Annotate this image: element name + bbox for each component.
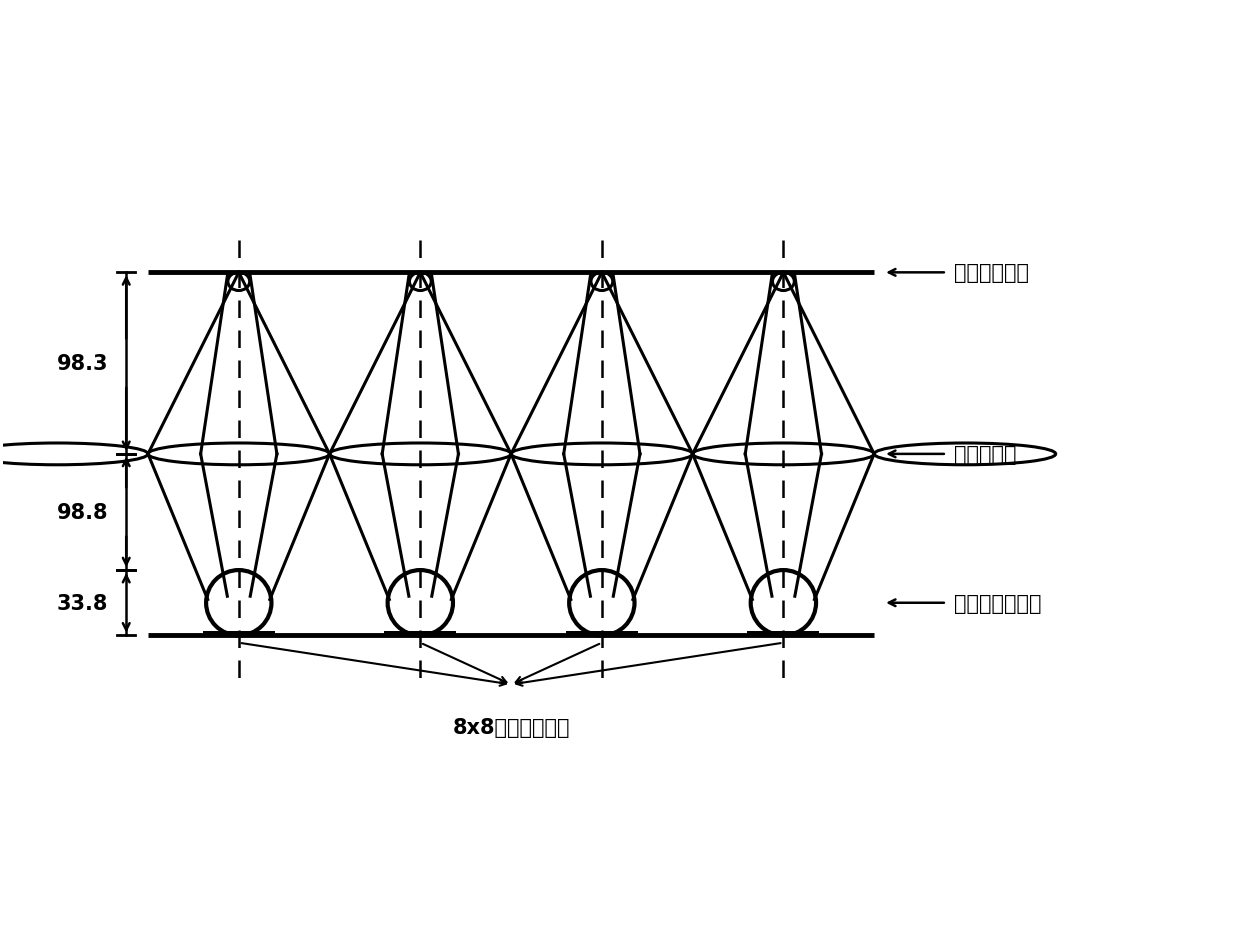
- Bar: [565, 631, 637, 636]
- Text: 望远镜焦平面: 望远镜焦平面: [954, 263, 1029, 283]
- Bar: [203, 631, 275, 636]
- Bar: [384, 631, 456, 636]
- Text: 98.8: 98.8: [57, 503, 108, 522]
- Text: 超半球透镜阵列: 超半球透镜阵列: [954, 593, 1042, 613]
- Text: 98.3: 98.3: [57, 354, 108, 373]
- Text: 33.8: 33.8: [57, 593, 108, 613]
- Text: 薄透镜阵列: 薄透镜阵列: [954, 445, 1017, 464]
- Bar: [748, 631, 820, 636]
- Text: 8x8平面天线阵列: 8x8平面天线阵列: [453, 717, 570, 738]
